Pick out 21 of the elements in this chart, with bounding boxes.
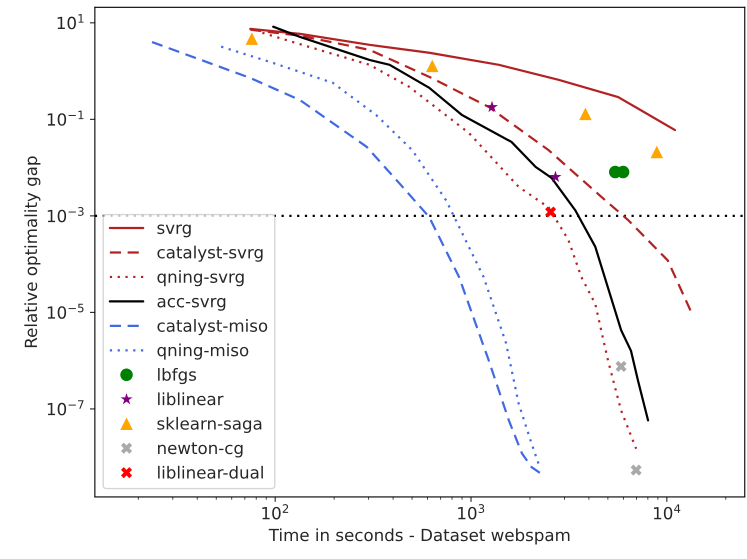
legend-label: catalyst-svrg bbox=[157, 246, 263, 262]
y-tick-label: 10$^{−7}$ bbox=[48, 400, 84, 416]
y-tick-label: 10$^{−1}$ bbox=[48, 110, 84, 126]
legend-label: liblinear bbox=[158, 392, 224, 406]
y-tick-label: 10$^{1}$ bbox=[58, 14, 84, 30]
y-tick-label: 10$^{−5}$ bbox=[48, 304, 84, 319]
legend-label: newton-cg bbox=[158, 442, 243, 458]
legend-label: liblinear-dual bbox=[158, 466, 263, 479]
x-tick-label: 10$^{4}$ bbox=[654, 504, 680, 520]
y-tick-label: 10$^{−3}$ bbox=[48, 207, 84, 222]
legend-label: catalyst-miso bbox=[157, 319, 268, 336]
x-tick-label: 10$^{3}$ bbox=[458, 504, 484, 520]
x-axis-title: Time in seconds - Dataset webspam bbox=[268, 528, 570, 544]
y-axis-title: Relative optimality gap bbox=[24, 156, 40, 348]
x-tick-label: 10$^{2}$ bbox=[262, 504, 288, 520]
legend-label: svrg bbox=[157, 224, 191, 238]
legend-label: qning-svrg bbox=[157, 270, 244, 286]
legend-label: qning-miso bbox=[157, 344, 248, 360]
legend-label: lbfgs bbox=[158, 368, 196, 384]
legend-label: sklearn-saga bbox=[157, 416, 262, 434]
legend-label: acc-svrg bbox=[158, 298, 226, 311]
